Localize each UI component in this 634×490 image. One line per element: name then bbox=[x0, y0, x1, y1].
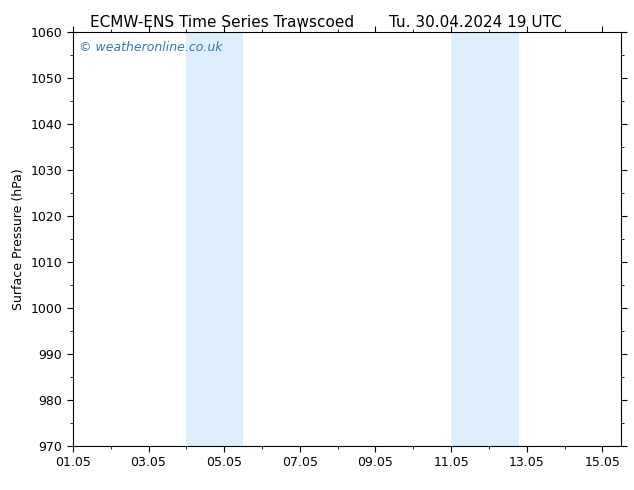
Text: ECMW-ENS Time Series Trawscoed: ECMW-ENS Time Series Trawscoed bbox=[90, 15, 354, 30]
Text: Tu. 30.04.2024 19 UTC: Tu. 30.04.2024 19 UTC bbox=[389, 15, 562, 30]
Y-axis label: Surface Pressure (hPa): Surface Pressure (hPa) bbox=[12, 168, 25, 310]
Bar bbox=[451, 32, 519, 446]
Bar bbox=[186, 32, 243, 446]
Text: © weatheronline.co.uk: © weatheronline.co.uk bbox=[79, 41, 222, 54]
